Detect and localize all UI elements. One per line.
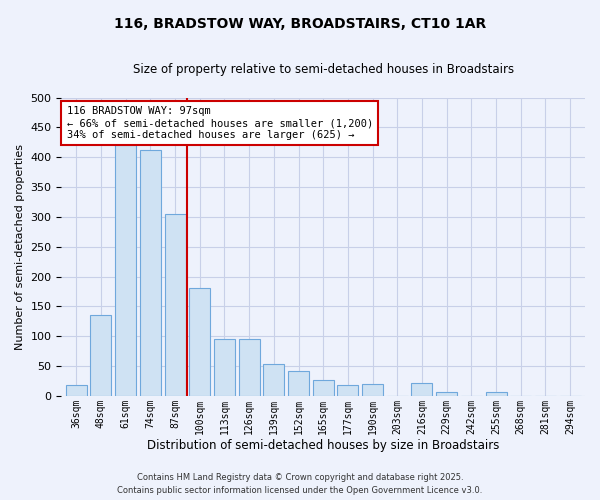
Y-axis label: Number of semi-detached properties: Number of semi-detached properties xyxy=(15,144,25,350)
Bar xyxy=(288,371,309,396)
Bar xyxy=(412,384,433,396)
Bar xyxy=(91,316,112,396)
Text: 116, BRADSTOW WAY, BROADSTAIRS, CT10 1AR: 116, BRADSTOW WAY, BROADSTAIRS, CT10 1AR xyxy=(114,18,486,32)
Bar xyxy=(485,392,506,396)
Bar xyxy=(337,385,358,396)
Text: Contains HM Land Registry data © Crown copyright and database right 2025.
Contai: Contains HM Land Registry data © Crown c… xyxy=(118,474,482,495)
X-axis label: Distribution of semi-detached houses by size in Broadstairs: Distribution of semi-detached houses by … xyxy=(147,440,499,452)
Bar xyxy=(362,384,383,396)
Bar xyxy=(313,380,334,396)
Title: Size of property relative to semi-detached houses in Broadstairs: Size of property relative to semi-detach… xyxy=(133,62,514,76)
Bar xyxy=(164,214,185,396)
Bar xyxy=(239,338,260,396)
Bar xyxy=(115,145,136,396)
Bar xyxy=(66,385,87,396)
Bar xyxy=(189,288,210,396)
Text: 116 BRADSTOW WAY: 97sqm
← 66% of semi-detached houses are smaller (1,200)
34% of: 116 BRADSTOW WAY: 97sqm ← 66% of semi-de… xyxy=(67,106,373,140)
Bar xyxy=(263,364,284,396)
Bar xyxy=(140,150,161,396)
Bar xyxy=(436,392,457,396)
Bar xyxy=(214,338,235,396)
